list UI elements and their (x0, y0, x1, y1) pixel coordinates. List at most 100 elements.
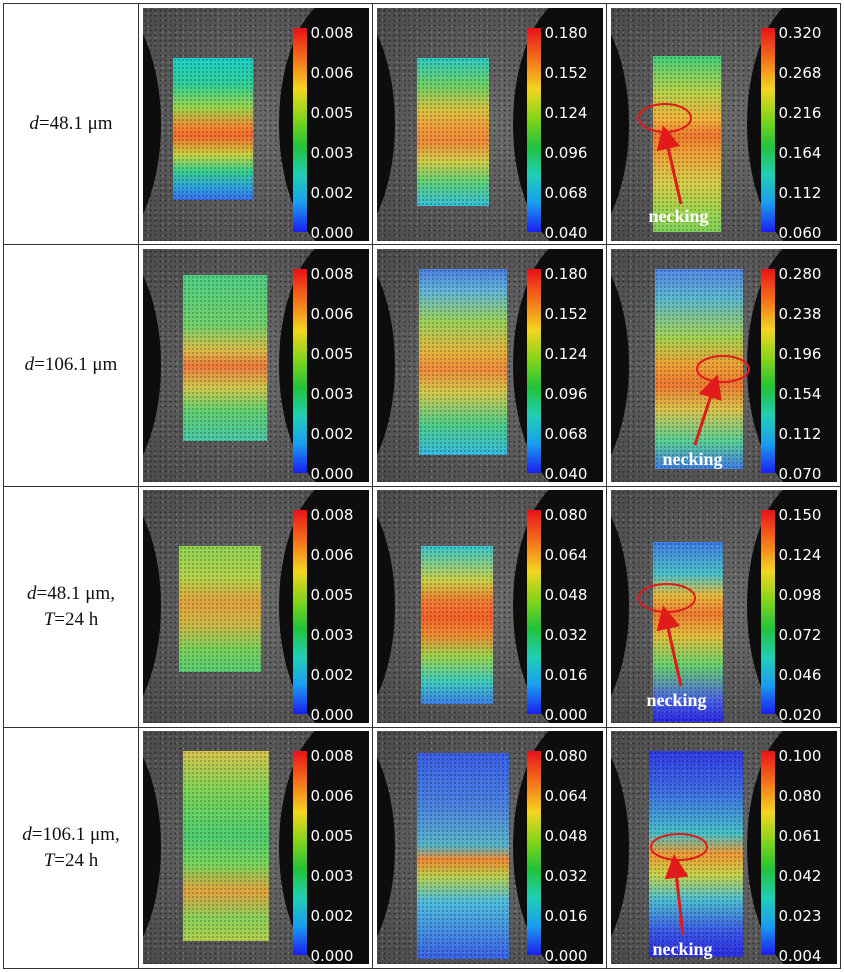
colorbar-tick-label: 0.064 (544, 787, 588, 806)
colorbar (760, 751, 775, 956)
colorbar-tick-label: 0.006 (310, 546, 354, 565)
colorbar-tick-label: 0.006 (310, 787, 354, 806)
colorbar (760, 268, 775, 473)
condition-line-2: T=24 h (4, 848, 138, 874)
colorbar-tick-label: 0.238 (778, 304, 822, 323)
colorbar-tick-label: 0.100 (778, 747, 822, 766)
table-row: d=48.1 μm 0.008 0.006 0.005 0.003 0.002 0.000 0… (3, 2, 841, 246)
colorbar-tick-label: 0.008 (310, 264, 354, 283)
colorbar-tick-label: 0.180 (544, 264, 588, 283)
colorbar-tick-label: 0.002 (310, 183, 354, 202)
colorbar-tick-label: 0.096 (544, 384, 588, 403)
strain-map-panel: 0.150 0.124 0.098 0.072 0.046 0.020 necking (610, 490, 837, 724)
colorbar-tick-label: 0.150 (778, 506, 822, 525)
colorbar-tick-label: 0.003 (310, 384, 354, 403)
diameter-value: =48.1 μm (38, 113, 113, 135)
colorbar-tick-label: 0.064 (544, 546, 588, 565)
strain-map-cell: 0.080 0.064 0.048 0.032 0.016 0.000 (372, 726, 607, 970)
colorbar-tick-label: 0.060 (778, 223, 822, 241)
colorbar-tick-label: 0.042 (778, 867, 822, 886)
colorbar-tick-label: 0.006 (310, 304, 354, 323)
colorbar-tick-label: 0.023 (778, 907, 822, 926)
colorbar (292, 268, 307, 473)
strain-contour-overlay (648, 751, 743, 958)
colorbar-tick-label: 0.002 (310, 424, 354, 443)
necking-label: necking (662, 448, 723, 469)
colorbar (526, 27, 541, 232)
colorbar-tick-label: 0.005 (310, 103, 354, 122)
colorbar (292, 510, 307, 715)
colorbar-tick-label: 0.016 (544, 907, 588, 926)
colorbar-tick-label: 0.048 (544, 586, 588, 605)
colorbar-tick-label: 0.070 (778, 464, 822, 482)
colorbar-tick-label: 0.216 (778, 103, 822, 122)
colorbar-tick-label: 0.000 (310, 223, 354, 241)
strain-contour-overlay (652, 542, 723, 723)
colorbar-tick-label: 0.008 (310, 506, 354, 525)
colorbar-tick-label: 0.000 (310, 464, 354, 482)
colorbar-tick-label: 0.016 (544, 666, 588, 685)
colorbar-tick-label: 0.000 (544, 706, 588, 724)
condition-line-1: d=106.1 μm, (4, 822, 138, 848)
colorbar-tick-label: 0.032 (544, 626, 588, 645)
colorbar-tick-label: 0.080 (544, 747, 588, 766)
colorbar-tick-label: 0.005 (310, 344, 354, 363)
strain-contour-overlay (172, 57, 253, 200)
colorbar-tick-label: 0.008 (310, 23, 354, 42)
condition-label: d=48.1 μm, T=24 h (4, 581, 138, 633)
diameter-symbol: d (29, 113, 39, 135)
condition-label-cell: d=106.1 μm, T=24 h (3, 726, 139, 970)
colorbar-tick-label: 0.048 (544, 827, 588, 846)
strain-contour-overlay (416, 753, 509, 960)
condition-line-1: d=48.1 μm, (4, 581, 138, 607)
diameter-value: =106.1 μm, (31, 823, 120, 845)
colorbar-tick-label: 0.068 (544, 183, 588, 202)
condition-line-1: d=48.1 μm (4, 111, 138, 137)
diameter-value: =48.1 μm, (36, 582, 115, 604)
colorbar-tick-label: 0.002 (310, 907, 354, 926)
colorbar-tick-label: 0.124 (778, 546, 822, 565)
colorbar-tick-label: 0.112 (778, 424, 822, 443)
colorbar-tick-label: 0.020 (778, 706, 822, 724)
colorbar-tick-label: 0.003 (310, 626, 354, 645)
diameter-symbol: d (24, 354, 35, 376)
colorbar-tick-label: 0.005 (310, 827, 354, 846)
colorbar-tick-label: 0.032 (544, 867, 588, 886)
colorbar-tick-label: 0.003 (310, 867, 354, 886)
strain-map-cell: 0.008 0.006 0.005 0.003 0.002 0.000 (138, 2, 373, 246)
colorbar-tick-label: 0.006 (310, 63, 354, 82)
condition-label: d=106.1 μm, T=24 h (4, 822, 138, 874)
colorbar-tick-label: 0.180 (544, 23, 588, 42)
table-row: d=106.1 μm, T=24 h 0.008 0.006 0.005 0.003 0.0… (3, 726, 841, 970)
strain-contour-overlay (182, 274, 267, 441)
strain-map-panel: 0.080 0.064 0.048 0.032 0.016 0.000 (376, 731, 603, 965)
colorbar-tick-label: 0.040 (544, 464, 588, 482)
strain-map-panel: 0.180 0.152 0.124 0.096 0.068 0.040 (376, 248, 603, 482)
colorbar-tick-label: 0.154 (778, 384, 822, 403)
strain-map-cell: 0.180 0.152 0.124 0.096 0.068 0.040 (372, 244, 607, 487)
colorbar-tick-label: 0.268 (778, 63, 822, 82)
strain-contour-overlay (178, 546, 261, 673)
strain-map-cell: 0.080 0.064 0.048 0.032 0.016 0.000 (372, 485, 607, 728)
colorbar-tick-label: 0.002 (310, 666, 354, 685)
colorbar-tick-label: 0.096 (544, 143, 588, 162)
colorbar-tick-label: 0.008 (310, 747, 354, 766)
strain-map-panel: 0.008 0.006 0.005 0.003 0.002 0.000 (142, 731, 369, 965)
strain-map-cell: 0.320 0.268 0.216 0.164 0.112 0.060 necking (606, 2, 841, 246)
strain-contour-overlay (420, 546, 493, 705)
colorbar-tick-label: 0.124 (544, 344, 588, 363)
diameter-symbol: d (22, 823, 32, 845)
condition-line-1: d=106.1 μm (4, 352, 138, 378)
condition-line-2: T=24 h (4, 607, 138, 633)
condition-label-cell: d=48.1 μm (3, 2, 139, 246)
table-row: d=106.1 μm 0.008 0.006 0.005 0.003 0.002 0.000… (3, 244, 841, 487)
colorbar-tick-label: 0.046 (778, 666, 822, 685)
strain-map-grid: d=48.1 μm 0.008 0.006 0.005 0.003 0.002 0.000 0… (3, 2, 841, 970)
strain-map-panel: 0.180 0.152 0.124 0.096 0.068 0.040 (376, 7, 603, 241)
necking-label: necking (652, 939, 713, 960)
necking-label: necking (648, 205, 709, 226)
colorbar-tick-label: 0.098 (778, 586, 822, 605)
colorbar-tick-label: 0.003 (310, 143, 354, 162)
strain-map-cell: 0.008 0.006 0.005 0.003 0.002 0.000 (138, 244, 373, 487)
strain-map-cell: 0.008 0.006 0.005 0.003 0.002 0.000 (138, 485, 373, 728)
